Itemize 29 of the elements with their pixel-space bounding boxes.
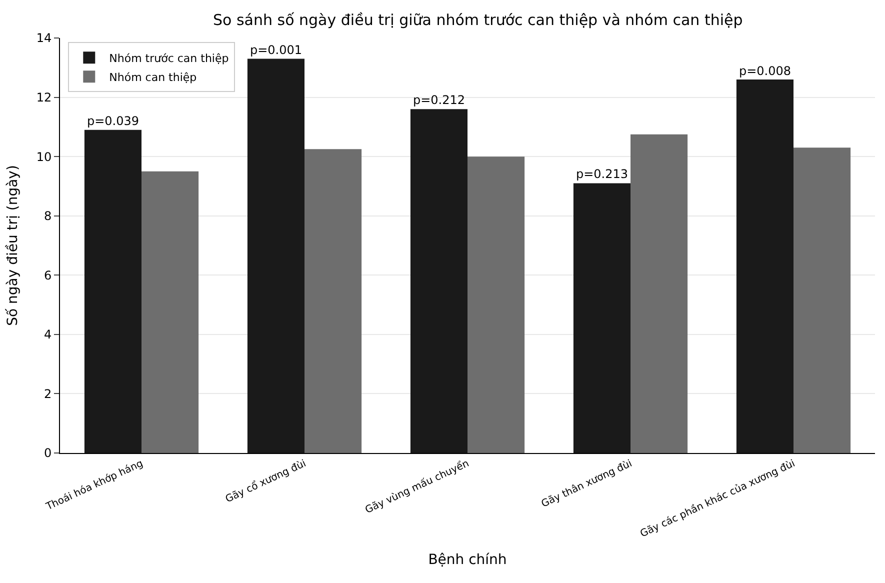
annotation: p=0.039 (87, 114, 140, 128)
annotation: p=0.008 (739, 64, 792, 78)
y-tick-label: 2 (44, 386, 52, 401)
bar (630, 134, 688, 453)
legend-label: Nhóm can thiệp (109, 70, 197, 84)
y-axis-title: Số ngày điều trị (ngày) (4, 165, 21, 326)
bar (736, 80, 794, 453)
bar (84, 130, 142, 453)
y-tick-label: 4 (44, 328, 52, 342)
annotation: p=0.213 (576, 167, 628, 181)
x-tick-label: Thoái hóa khớp háng (44, 458, 145, 514)
y-tick-label: 14 (36, 31, 52, 46)
bar (304, 149, 362, 453)
y-tick-label: 8 (44, 209, 52, 224)
y-tick-label: 10 (36, 150, 52, 164)
bar (410, 109, 468, 453)
chart-title: So sánh số ngày điều trị giữa nhóm trước can thiệp và nhóm can thiệp (213, 11, 743, 30)
annotation: p=0.212 (413, 93, 466, 107)
annotation: p=0.001 (250, 43, 302, 57)
bar (142, 171, 199, 453)
bar (468, 156, 525, 453)
y-tick-label: 12 (36, 90, 52, 104)
bar (573, 183, 630, 453)
bar (247, 58, 304, 453)
bar (794, 148, 851, 453)
y-tick-label: 6 (44, 268, 52, 282)
x-axis-title: Bệnh chính (428, 552, 507, 568)
legend-label: Nhóm trước can thiệp (109, 52, 229, 65)
y-tick-label: 0 (44, 446, 52, 460)
